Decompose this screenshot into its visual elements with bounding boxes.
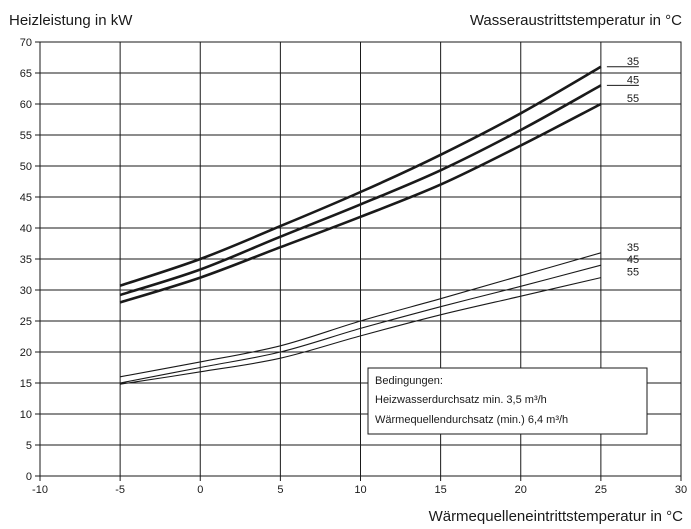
x-tick-label: 15 <box>435 484 447 496</box>
curve-label-upper-55: 55 <box>627 93 639 105</box>
x-tick-label: 20 <box>515 484 527 496</box>
x-tick-label: 30 <box>675 484 687 496</box>
series-group <box>119 65 639 385</box>
series-line-lower-35 <box>119 252 602 378</box>
series-line-upper-35 <box>119 65 602 287</box>
y-tick-label: 20 <box>20 347 32 359</box>
y-tick-label: 35 <box>20 254 32 266</box>
tick-labels: -10 -5 0 5 10 15 20 25 30 0 5 10 15 20 25 30 35 40 45 50 55 6… <box>20 37 687 496</box>
curve-label-lower-55: 55 <box>627 267 639 279</box>
curve-label-lower-35: 35 <box>627 242 639 254</box>
y-tick-label: 5 <box>26 440 32 452</box>
y-tick-label: 60 <box>20 99 32 111</box>
conditions-box-frame <box>367 367 648 435</box>
conditions-line-1: Heizwasserdurchsatz min. 3,5 m³/h <box>375 394 547 406</box>
y-tick-label: 55 <box>20 130 32 142</box>
y-tick-label: 70 <box>20 37 32 49</box>
x-tick-label: -5 <box>115 484 125 496</box>
series-line-upper-45 <box>119 84 602 297</box>
y-tick-label: 30 <box>20 285 32 297</box>
y-tick-label: 15 <box>20 378 32 390</box>
y-tick-label: 50 <box>20 161 32 173</box>
curve-label-upper-35: 35 <box>627 56 639 68</box>
x-tick-label: 25 <box>595 484 607 496</box>
x-tick-label: 5 <box>277 484 283 496</box>
series-line-upper-55 <box>119 102 602 304</box>
plot-frame <box>39 41 682 477</box>
y-tick-label: 10 <box>20 409 32 421</box>
conditions-line-2: Wärmequellendurchsatz (min.) 6,4 m³/h <box>375 414 568 426</box>
curve-label-upper-45: 45 <box>627 74 639 86</box>
curve-label-lower-45: 45 <box>627 254 639 266</box>
series-line-lower-55 <box>120 277 602 385</box>
series-line-lower-45 <box>119 264 602 384</box>
y-axis-title: Heizleistung in kW <box>9 12 133 29</box>
conditions-title: Bedingungen: <box>375 375 443 387</box>
y-tick-label: 45 <box>20 192 32 204</box>
y-tick-label: 25 <box>20 316 32 328</box>
y-tick-label: 0 <box>26 471 32 483</box>
conditions-box: Bedingungen: Heizwasserdurchsatz min. 3,… <box>367 367 648 435</box>
x-tick-label: 0 <box>197 484 203 496</box>
x-tick-label: -10 <box>32 484 48 496</box>
x-tick-label: 10 <box>354 484 366 496</box>
x-axis-title: Wärmequelleneintrittstemperatur in °C <box>429 508 684 525</box>
y-tick-label: 65 <box>20 68 32 80</box>
legend-title: Wasseraustrittstemperatur in °C <box>470 12 682 29</box>
y-tick-label: 40 <box>20 223 32 235</box>
